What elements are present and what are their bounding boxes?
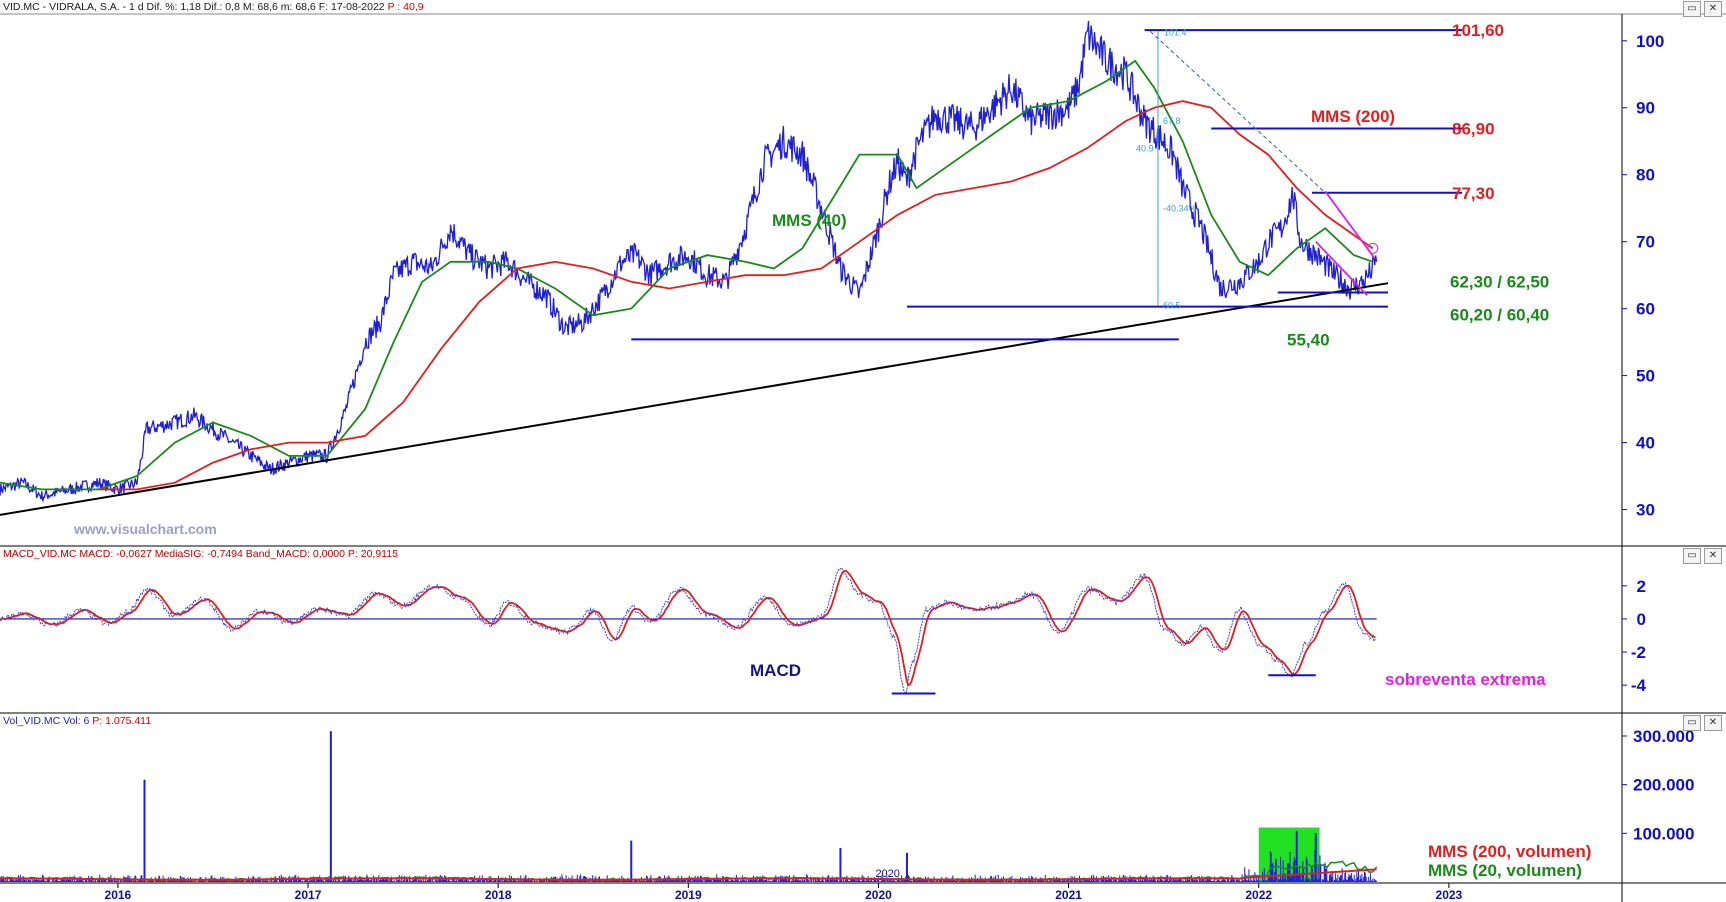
volume-bars <box>0 849 1377 882</box>
y-tick-label: 200.000 <box>1633 776 1694 795</box>
macd-signal-line <box>0 570 1376 687</box>
mms40-series-line <box>0 59 1374 491</box>
level-label: 86,90 <box>1452 120 1495 139</box>
y-tick-label: 50 <box>1636 367 1655 386</box>
x-tick-label: 2017 <box>295 888 322 902</box>
vol-panel-header: Vol_VID.MC Vol: 6 P: 1.075.411 <box>3 715 151 727</box>
fib-label: 101.4 <box>1164 27 1187 37</box>
mms200-annotation: MMS (200) <box>1311 107 1395 126</box>
price-panel-close-button[interactable]: ✕ <box>1704 1 1722 17</box>
macd-panel-restore-button[interactable]: ▭ <box>1683 548 1701 564</box>
macd-panel-header: MACD_VID.MC MACD: -0,0627 MediaSIG: -0,7… <box>3 548 398 560</box>
oversold-annotation: sobreventa extrema <box>1385 670 1546 689</box>
watermark: www.visualchart.com <box>73 521 217 537</box>
price-panel-header: VID.MC - VIDRALA, S.A. - 1 d Dif. %: 1,1… <box>3 1 424 13</box>
x-tick-label: 2018 <box>485 888 512 902</box>
mms40-annotation: MMS (40) <box>772 211 847 230</box>
macd-panel-header-text: MACD_VID.MC MACD: -0,0627 MediaSIG: -0,7… <box>3 548 345 560</box>
x-tick-label: 2016 <box>105 888 132 902</box>
fib-diagonal-line <box>1150 31 1326 194</box>
y-tick-label: 40 <box>1636 434 1655 453</box>
macd-annotation: MACD <box>750 661 801 680</box>
vol-panel-close-button[interactable]: ✕ <box>1704 715 1722 731</box>
y-tick-label: -4 <box>1631 676 1647 695</box>
y-tick-label: 2 <box>1637 577 1646 596</box>
long-term-trendline <box>0 282 1389 516</box>
y-tick-label: 0 <box>1637 610 1646 629</box>
volume-mms20-annotation: MMS (20, volumen) <box>1428 861 1582 880</box>
y-tick-label: 100.000 <box>1633 824 1694 843</box>
y-tick-label: 80 <box>1636 166 1655 185</box>
level-label: 101,60 <box>1452 21 1504 40</box>
x-tick-label: 2022 <box>1245 888 1272 902</box>
y-tick-label: 300.000 <box>1633 727 1694 746</box>
magenta-wedge-line <box>1315 241 1368 296</box>
y-tick-label: 100 <box>1636 32 1664 51</box>
level-label: 77,30 <box>1452 184 1495 203</box>
volume-mms200-line <box>0 868 1377 881</box>
price-panel-header-text: VID.MC - VIDRALA, S.A. - 1 d Dif. %: 1,1… <box>3 1 385 13</box>
fib-label: 67.8 <box>1163 116 1181 126</box>
price-panel-header-extra: P : 40,9 <box>387 1 424 13</box>
fib-label: 40.9 <box>1136 143 1154 153</box>
volume-mms200-annotation: MMS (200, volumen) <box>1428 842 1591 861</box>
y-tick-label: 60 <box>1636 300 1655 319</box>
magenta-wedge-line <box>1324 190 1376 259</box>
level-label: 60,20 / 60,40 <box>1450 306 1549 325</box>
price-panel-restore-button[interactable]: ▭ <box>1683 1 1701 17</box>
magenta-marker <box>1367 242 1379 254</box>
y-tick-label: 90 <box>1636 99 1655 118</box>
mms200-series-line <box>98 100 1374 491</box>
fib-label: 60.5 <box>1163 300 1181 310</box>
y-tick-label: -2 <box>1631 643 1646 662</box>
y-tick-label: 30 <box>1636 501 1655 520</box>
fib-label: -40.34% <box>1163 204 1197 214</box>
macd-line <box>0 567 1376 695</box>
level-label: 62,30 / 62,50 <box>1450 273 1549 292</box>
macd-panel-header-extra: P: 20,9115 <box>347 548 398 560</box>
x-tick-label: 2023 <box>1436 888 1463 902</box>
level-label: 55,40 <box>1287 330 1330 349</box>
vol-panel-header-text: Vol_VID.MC Vol: 6 <box>3 715 90 727</box>
x-tick-label: 2020 <box>865 888 892 902</box>
x-tick-label: 2021 <box>1055 888 1082 902</box>
vol-panel-restore-button[interactable]: ▭ <box>1683 715 1701 731</box>
vol-panel-header-extra: P: 1.075.411 <box>92 715 152 727</box>
x-tick-label: 2019 <box>675 888 702 902</box>
macd-panel-close-button[interactable]: ✕ <box>1704 548 1722 564</box>
y-tick-label: 70 <box>1636 233 1655 252</box>
